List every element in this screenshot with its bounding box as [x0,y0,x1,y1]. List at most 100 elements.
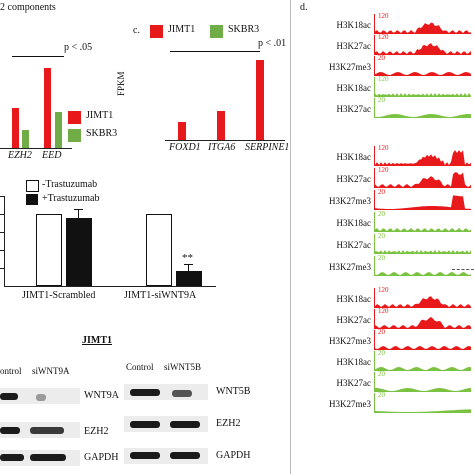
signal-trace [375,228,471,232]
track-scale: 120 [378,33,389,41]
panel-b-errorbar-cap [184,264,193,265]
western-band [172,390,192,397]
panel-d-block: H3K18ac 120 H3K27ac 120 H3K27me3 20 H3K18ac 20 H… [296,144,474,276]
western-right-protein: GAPDH [216,450,251,461]
track-label: H3K27ac [336,240,372,250]
panel-b-y-tick [0,196,4,197]
panel-b-group-label: JIMT1-siWNT9A [124,290,197,301]
track-scale: 120 [378,12,389,20]
signal-track: 20 [374,96,471,118]
track-scale: 20 [378,232,385,240]
panel-d-block: H3K18ac 120 H3K27ac 120 H3K27me3 20 H3K18ac 120… [296,12,474,134]
panel-b-errorbar-cap [74,209,83,210]
signal-track: 20 [374,188,471,210]
panel-b-legend-plus-swatch [26,194,38,205]
panel-a-axis [0,148,72,149]
panel-a-gene-label: EZH2 [8,150,32,161]
western-left-protein: GAPDH [84,452,119,463]
signal-track: 20 [374,370,471,392]
signal-trace [375,93,471,97]
panel-c-pvalue-line [170,51,260,52]
panel-a-pvalue: p < .05 [64,42,93,53]
panel-c-pvalue: p < .01 [258,38,287,49]
panel-b-group-label: JIMT1-Scrambled [22,290,96,301]
panel-b-bar-scrambled-minus [36,214,62,286]
signal-trace [375,272,471,276]
signal-track: 120 [374,75,471,97]
panel-c-bar-serpine1-jimt1 [256,60,264,140]
signal-track: 120 [374,144,471,166]
panel-a-gene-label: EED [42,150,62,161]
track-label: H3K27ac [336,378,372,388]
western-band [130,421,160,428]
track-scale: 20 [378,370,385,378]
track-scale: 20 [378,210,385,218]
panel-a-title: 2 components [0,2,56,13]
track-baseline [375,307,471,308]
track-baseline [375,75,471,76]
western-band [0,427,20,434]
track-scale: 20 [378,96,385,104]
panel-b-y-tick [0,250,4,251]
signal-trace [375,114,471,118]
signal-track: 120 [374,166,471,188]
western-band [30,427,64,434]
panel-a-bar-ezh2-jimt1 [12,108,19,148]
track-label: H3K27me3 [329,196,371,206]
track-baseline [375,370,471,371]
track-scale: 120 [378,286,389,294]
track-baseline [375,275,471,276]
signal-trace [375,346,471,350]
signal-trace [375,317,471,329]
track-baseline [375,391,471,392]
panel-a-bar-ezh2-skbr3 [22,130,29,148]
signal-trace [375,388,471,392]
track-baseline [375,117,471,118]
signal-trace [375,72,471,76]
western-band [130,452,160,459]
panel-c-axis [165,140,285,141]
track-label: H3K27me3 [329,399,371,409]
panel-a-legend-jimt1-label: JIMT1 [86,110,114,121]
panel-b-legend-plus-label: +Trastuzumab [42,193,100,204]
western-right-protein: WNT5B [216,386,251,397]
panel-b-x-axis [4,286,216,287]
panel-a-pvalue-line [12,56,64,57]
track-baseline [375,412,471,413]
western-band [130,389,160,396]
western-left-lane-label: Control [0,366,22,376]
track-label: H3K27me3 [329,336,371,346]
track-label: H3K18ac [336,152,372,162]
track-baseline [375,349,471,350]
track-scale: 20 [378,328,385,336]
track-baseline [375,187,471,188]
panel-d-block: H3K18ac 120 H3K27ac 120 H3K27me3 20 H3K18ac 20 H… [296,286,474,468]
track-label: H3K18ac [336,218,372,228]
panel-a-bar-eed-skbr3 [55,112,62,148]
track-baseline [375,328,471,329]
track-scale: 20 [378,391,385,399]
western-band [170,421,200,428]
signal-track: 20 [374,254,471,276]
panel-d-scale-dash [452,269,474,270]
panel-c-gene-label: ITGA6 [208,142,236,153]
western-right-blot-ezh2 [124,416,208,432]
western-band [0,454,24,461]
western-band [30,454,66,461]
signal-trace [375,367,471,371]
panel-c-legend-skbr3-label: SKBR3 [228,24,260,35]
panel-c-gene-label: FOXD1 [169,142,201,153]
signal-trace [375,150,471,166]
panel-b-y-axis [4,196,5,286]
track-label: H3K18ac [336,294,372,304]
track-scale: 120 [378,307,389,315]
track-label: H3K18ac [336,20,372,30]
track-baseline [375,96,471,97]
western-left-protein: EZH2 [84,426,109,437]
track-scale: 20 [378,254,385,262]
track-scale: 20 [378,54,385,62]
signal-trace [375,43,471,55]
signal-trace [375,172,471,188]
track-label: H3K27ac [336,104,372,114]
track-baseline [375,209,471,210]
